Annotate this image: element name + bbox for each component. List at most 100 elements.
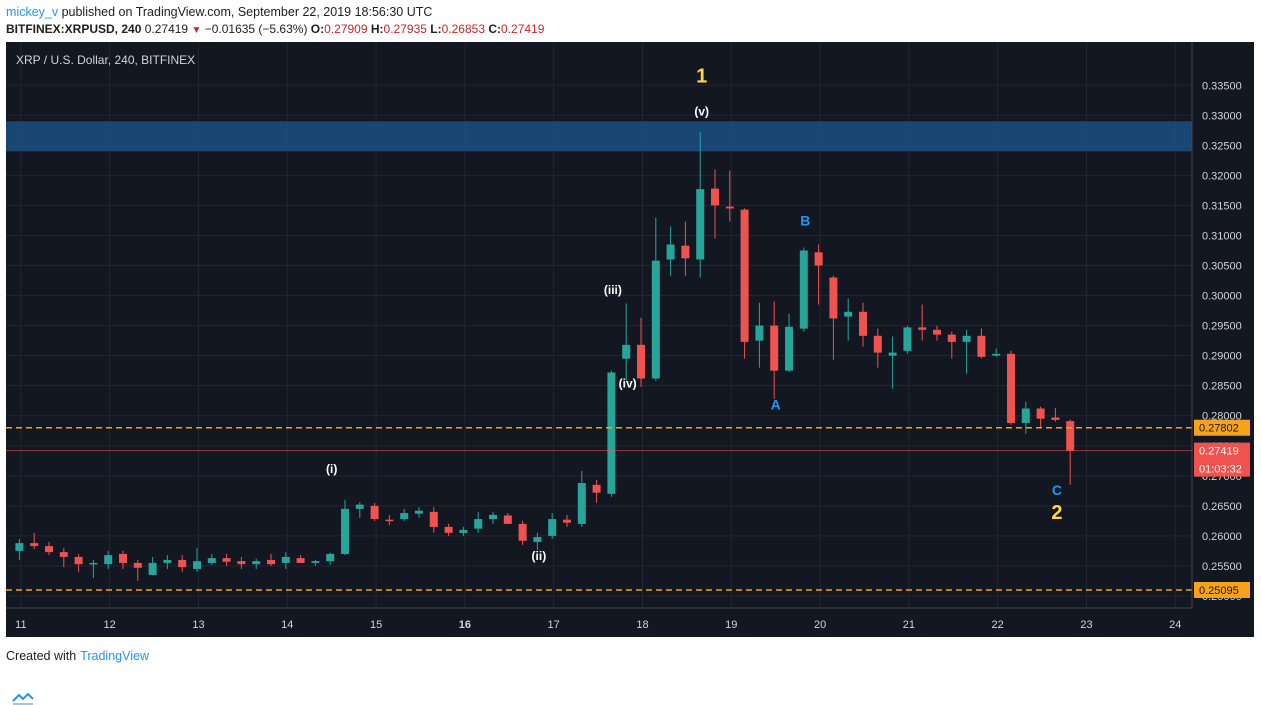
candle-body — [207, 558, 216, 563]
candle-body — [859, 311, 867, 336]
candle — [918, 304, 927, 341]
candle — [873, 328, 882, 368]
candle-body — [385, 519, 394, 522]
candle-body — [104, 555, 113, 565]
candle — [1066, 419, 1075, 485]
candle — [755, 302, 764, 368]
candle-body — [489, 514, 497, 520]
price-tick-label: 0.28500 — [1202, 381, 1242, 393]
high-label: H: — [370, 22, 384, 36]
price-badge — [1194, 581, 1250, 598]
candle-body — [1007, 353, 1015, 423]
candle-body — [533, 537, 542, 542]
candle-body — [563, 519, 571, 523]
candle-body — [903, 327, 912, 351]
candle-body — [341, 508, 349, 554]
candle — [222, 553, 231, 566]
time-tick-label: 12 — [104, 619, 116, 631]
price-tick-label: 0.32000 — [1202, 170, 1242, 182]
close-value: 0.27419 — [501, 22, 545, 36]
candle — [89, 559, 98, 578]
price-badge-label: 0.27802 — [1199, 423, 1239, 435]
candle — [1021, 401, 1030, 434]
wave-label: 1 — [696, 65, 707, 87]
candle — [518, 520, 527, 545]
wave-label: (iii) — [604, 283, 622, 297]
candle — [1051, 407, 1060, 422]
candle-body — [977, 335, 986, 357]
price-tick-label: 0.29500 — [1202, 321, 1242, 333]
resistance-zone — [6, 121, 1192, 152]
candle — [74, 553, 83, 572]
candle — [163, 555, 172, 569]
candle — [133, 559, 142, 581]
candle-body — [592, 484, 601, 493]
candle — [119, 550, 127, 569]
time-tick-label: 24 — [1169, 619, 1181, 631]
candle-body — [163, 559, 172, 563]
candle — [311, 559, 320, 566]
candle — [814, 244, 823, 305]
price-tick-label: 0.29000 — [1202, 351, 1242, 363]
candle-body — [355, 504, 364, 509]
time-tick-label: 14 — [281, 619, 293, 631]
candle-body — [992, 353, 1001, 356]
candle-body — [1066, 421, 1075, 451]
candle — [474, 511, 483, 533]
candle — [1036, 406, 1045, 428]
candle — [178, 555, 187, 572]
candle-body — [696, 189, 705, 260]
candle-body — [755, 325, 764, 341]
tradingview-link[interactable]: TradingView — [80, 649, 149, 663]
candle — [799, 247, 808, 332]
candle-body — [89, 562, 98, 565]
candle — [370, 502, 379, 521]
candle — [947, 331, 956, 359]
wave-label: C — [1052, 482, 1062, 498]
candle-body — [444, 526, 453, 533]
candle — [267, 553, 275, 566]
change-text: −0.01635 (−5.63%) — [204, 22, 308, 36]
candle — [696, 132, 705, 278]
time-tick-label: 15 — [370, 619, 382, 631]
down-triangle-icon: ▼ — [191, 25, 202, 36]
price-tick-label: 0.30000 — [1202, 291, 1242, 303]
time-tick-label: 11 — [15, 619, 26, 631]
candle — [740, 208, 749, 359]
candle-body — [1036, 408, 1045, 419]
candle-body — [311, 561, 320, 563]
candle — [296, 555, 305, 563]
candle — [207, 553, 216, 565]
candle — [1007, 350, 1015, 425]
time-tick-label: 23 — [1080, 619, 1092, 631]
candle — [281, 552, 290, 569]
candle-body — [503, 515, 512, 524]
candle-body — [947, 334, 956, 342]
candle-body — [814, 252, 823, 266]
candle-body — [666, 244, 675, 260]
candle-body — [133, 562, 142, 568]
candle — [104, 550, 113, 569]
candle-body — [370, 505, 379, 520]
candle-body — [933, 329, 941, 335]
candle-body — [474, 519, 483, 529]
candle — [992, 348, 1001, 357]
time-tick-label: 20 — [814, 619, 826, 631]
candle — [725, 170, 734, 222]
price-chart[interactable]: XRP / U.S. Dollar, 240, BITFINEX 1 (v) (iii… — [6, 42, 1254, 637]
candle-body — [459, 529, 468, 533]
time-tick-label: 16 — [459, 619, 471, 631]
price-badge — [1194, 419, 1250, 436]
author-link[interactable]: mickey_v — [6, 5, 59, 19]
candle — [429, 507, 438, 533]
price-badge-label: 0.25095 — [1199, 585, 1239, 597]
candle-body — [962, 335, 971, 342]
candle — [711, 169, 719, 239]
candle-body — [30, 543, 39, 547]
candle — [459, 526, 468, 536]
candle — [415, 507, 423, 518]
candle-body — [296, 558, 305, 563]
candle-body — [873, 335, 882, 353]
candle-body — [1051, 417, 1060, 420]
candle — [770, 301, 779, 399]
